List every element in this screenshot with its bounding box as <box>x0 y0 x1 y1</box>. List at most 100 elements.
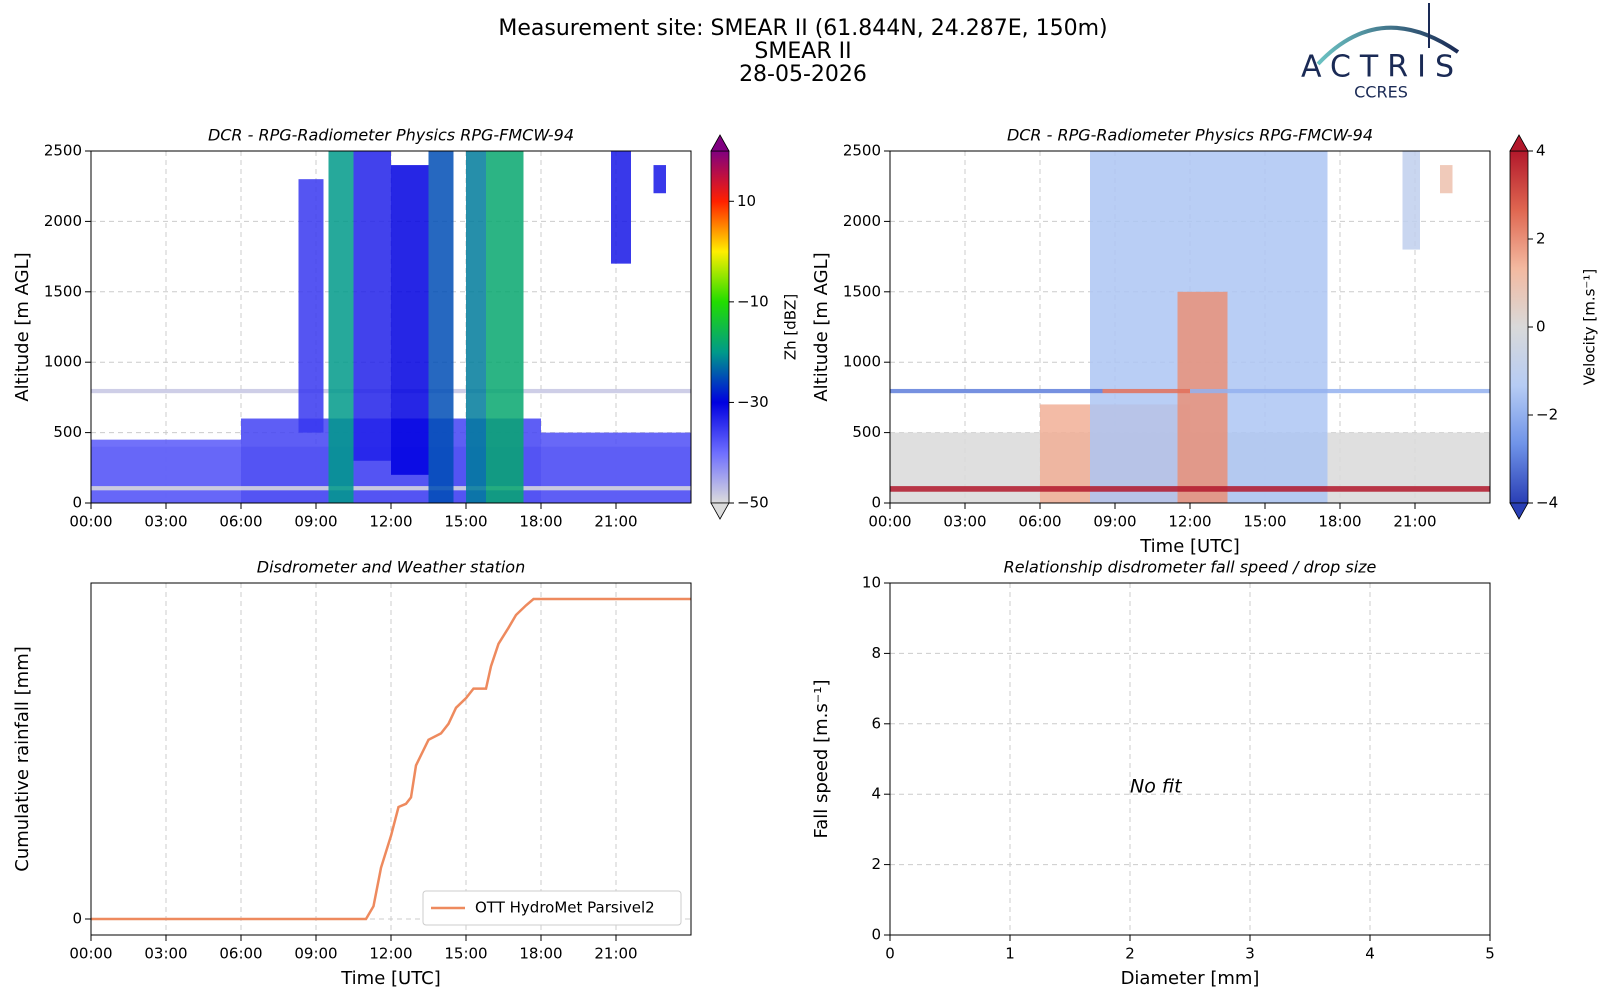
annotation: No fit <box>1130 776 1183 798</box>
x-axis-label: Diameter [mm] <box>1121 968 1260 989</box>
colorbar-extend <box>1509 134 1529 152</box>
colorbar <box>710 150 730 504</box>
y-tick-label: 8 <box>871 644 881 662</box>
plot-area <box>890 583 1490 935</box>
x-tick-label: 2 <box>1125 945 1135 963</box>
x-tick-label: 15:00 <box>444 513 487 531</box>
x-tick-label: 03:00 <box>943 513 986 531</box>
colorbar-tick-label: −50 <box>737 494 769 512</box>
colorbar-tick-label: −30 <box>737 393 769 411</box>
heatmap-cell <box>653 165 666 194</box>
colorbar-tick-label: 2 <box>1536 230 1546 248</box>
colorbar-tick-label: −4 <box>1536 494 1558 512</box>
x-tick-label: 5 <box>1485 945 1495 963</box>
axes-title: Disdrometer and Weather station <box>257 558 525 577</box>
x-tick-label: 4 <box>1365 945 1375 963</box>
x-tick-label: 12:00 <box>1168 513 1211 531</box>
panel: 0 1 2 3 4 5 0 2 4 6 8 10 Relationship disdrometer fa… <box>811 558 1495 990</box>
x-axis-label: Time [UTC] <box>1139 536 1240 557</box>
logo-arc <box>1316 25 1460 66</box>
x-tick-label: 12:00 <box>369 513 412 531</box>
y-tick-label: 2000 <box>843 212 881 230</box>
x-tick-label: 21:00 <box>1393 513 1436 531</box>
x-tick-label: 06:00 <box>219 513 262 531</box>
legend-label: OTT HydroMet Parsivel2 <box>475 899 655 917</box>
x-tick-label: 1 <box>1005 945 1015 963</box>
colorbar-tick-label: −2 <box>1536 406 1558 424</box>
y-tick-label: 1500 <box>44 282 82 300</box>
x-tick-label: 00:00 <box>69 513 112 531</box>
x-tick-label: 03:00 <box>144 513 187 531</box>
y-tick-label: 0 <box>871 494 881 512</box>
y-tick-label: 0 <box>871 926 881 944</box>
y-tick-label: 2500 <box>44 142 82 160</box>
x-tick-label: 00:00 <box>868 513 911 531</box>
y-tick-label: 10 <box>862 574 881 592</box>
y-tick-label: 0 <box>72 910 82 928</box>
colorbar-tick-label: 10 <box>737 192 756 210</box>
legend: OTT HydroMet Parsivel2 <box>422 890 682 926</box>
y-tick-label: 2000 <box>44 212 82 230</box>
suptitle: SMEAR II <box>754 39 851 64</box>
y-axis-label: Altitude [m AGL] <box>12 252 33 401</box>
heatmap-cell <box>486 151 524 503</box>
colorbar-label: Velocity [m.s⁻¹] <box>1581 269 1599 385</box>
x-tick-label: 12:00 <box>369 945 412 963</box>
x-tick-label: 03:00 <box>144 945 187 963</box>
x-tick-label: 15:00 <box>1243 513 1286 531</box>
y-tick-label: 1000 <box>44 353 82 371</box>
x-tick-label: 18:00 <box>519 513 562 531</box>
heatmap-cell <box>391 165 429 475</box>
y-tick-label: 2500 <box>843 142 881 160</box>
heatmap-cell <box>890 486 1490 492</box>
y-tick-label: 500 <box>53 423 82 441</box>
x-tick-label: 06:00 <box>219 945 262 963</box>
heatmap-cell <box>428 151 454 503</box>
logo-sub: CCRES <box>1354 83 1408 102</box>
suptitle: Measurement site: SMEAR II (61.844N, 24.… <box>498 16 1107 41</box>
heatmap-cell <box>541 432 691 503</box>
heatmap-cell <box>328 151 354 503</box>
heatmap-cell <box>1177 291 1228 503</box>
x-tick-label: 18:00 <box>519 945 562 963</box>
x-tick-label: 0 <box>885 945 895 963</box>
colorbar <box>1509 150 1529 504</box>
x-axis-label: Time [UTC] <box>340 968 441 989</box>
y-tick-label: 2 <box>871 855 881 873</box>
panel: 00:00 03:00 06:00 09:00 12:00 15:00 18:00 21:00… <box>12 558 692 989</box>
heatmap-cell <box>298 179 324 433</box>
x-tick-label: 15:00 <box>444 945 487 963</box>
y-tick-label: 0 <box>72 494 82 512</box>
x-tick-label: 21:00 <box>594 513 637 531</box>
colorbar-label: Zh [dBZ] <box>782 294 800 360</box>
x-tick-label: 3 <box>1245 945 1255 963</box>
heatmap-cell <box>1440 165 1453 194</box>
x-tick-label: 09:00 <box>294 945 337 963</box>
axes-title: DCR - RPG-Radiometer Physics RPG-FMCW-94 <box>1007 126 1373 145</box>
colorbar-tick-label: −10 <box>737 292 769 310</box>
panel: 00:00 03:00 06:00 09:00 12:00 15:00 18:00 21:00… <box>12 126 800 531</box>
x-tick-label: 06:00 <box>1018 513 1061 531</box>
axes-title: DCR - RPG-Radiometer Physics RPG-FMCW-94 <box>208 126 574 145</box>
heatmap-cell <box>466 151 486 503</box>
heatmap-cell <box>1402 151 1420 250</box>
panel: 00:00 03:00 06:00 09:00 12:00 15:00 18:00 21:00… <box>811 126 1599 558</box>
legend-box <box>422 890 682 926</box>
y-axis-label: Altitude [m AGL] <box>811 252 832 401</box>
axes-title: Relationship disdrometer fall speed / dr… <box>1004 558 1377 577</box>
heatmap-cell <box>890 388 1103 394</box>
y-axis-label: Cumulative rainfall [mm] <box>12 646 33 872</box>
suptitle: 28-05-2026 <box>739 62 867 87</box>
x-tick-label: 21:00 <box>594 945 637 963</box>
y-tick-label: 1500 <box>843 282 881 300</box>
colorbar-extend <box>1509 502 1529 520</box>
x-tick-label: 09:00 <box>1093 513 1136 531</box>
heatmap-cell <box>1102 388 1190 394</box>
x-tick-label: 18:00 <box>1318 513 1361 531</box>
logo: ACTRIS CCRES <box>1301 3 1460 102</box>
colorbar-tick-label: 4 <box>1536 142 1546 160</box>
heatmap-cell <box>1190 388 1490 394</box>
x-tick-label: 09:00 <box>294 513 337 531</box>
line <box>91 597 691 921</box>
